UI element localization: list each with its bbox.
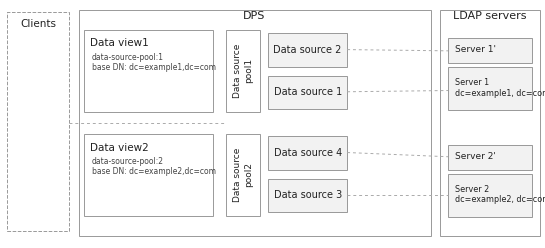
Text: Data source 1: Data source 1 xyxy=(274,87,342,97)
Text: base DN: dc=example1,dc=com: base DN: dc=example1,dc=com xyxy=(92,63,216,72)
FancyBboxPatch shape xyxy=(268,136,347,170)
FancyBboxPatch shape xyxy=(7,12,69,231)
FancyBboxPatch shape xyxy=(226,30,260,112)
FancyBboxPatch shape xyxy=(84,30,213,112)
Text: Data source 3: Data source 3 xyxy=(274,190,342,200)
Text: Data source
pool2: Data source pool2 xyxy=(233,148,253,202)
FancyBboxPatch shape xyxy=(448,38,532,63)
FancyBboxPatch shape xyxy=(226,134,260,216)
Text: LDAP servers: LDAP servers xyxy=(453,11,526,21)
Text: base DN: dc=example2,dc=com: base DN: dc=example2,dc=com xyxy=(92,167,216,176)
Text: Clients: Clients xyxy=(20,19,56,29)
Text: DPS: DPS xyxy=(243,11,266,21)
FancyBboxPatch shape xyxy=(79,10,431,236)
Text: Server 1': Server 1' xyxy=(455,45,496,54)
FancyBboxPatch shape xyxy=(448,67,532,110)
Text: data-source-pool:2: data-source-pool:2 xyxy=(92,157,164,166)
Text: Data source 2: Data source 2 xyxy=(274,45,342,55)
FancyBboxPatch shape xyxy=(268,179,347,212)
Text: Data source
pool1: Data source pool1 xyxy=(233,43,253,98)
Text: Data view2: Data view2 xyxy=(90,143,149,153)
Text: Data source 4: Data source 4 xyxy=(274,148,342,157)
Text: Server 1
dc=example1, dc=com: Server 1 dc=example1, dc=com xyxy=(455,78,545,98)
FancyBboxPatch shape xyxy=(84,134,213,216)
FancyBboxPatch shape xyxy=(268,33,347,67)
Text: Server 2': Server 2' xyxy=(455,152,496,161)
FancyBboxPatch shape xyxy=(448,174,532,217)
FancyBboxPatch shape xyxy=(448,145,532,170)
FancyBboxPatch shape xyxy=(268,76,347,109)
Text: Server 2
dc=example2, dc=com: Server 2 dc=example2, dc=com xyxy=(455,185,545,204)
Text: data-source-pool:1: data-source-pool:1 xyxy=(92,53,164,62)
Text: Data view1: Data view1 xyxy=(90,38,149,48)
FancyBboxPatch shape xyxy=(440,10,540,236)
